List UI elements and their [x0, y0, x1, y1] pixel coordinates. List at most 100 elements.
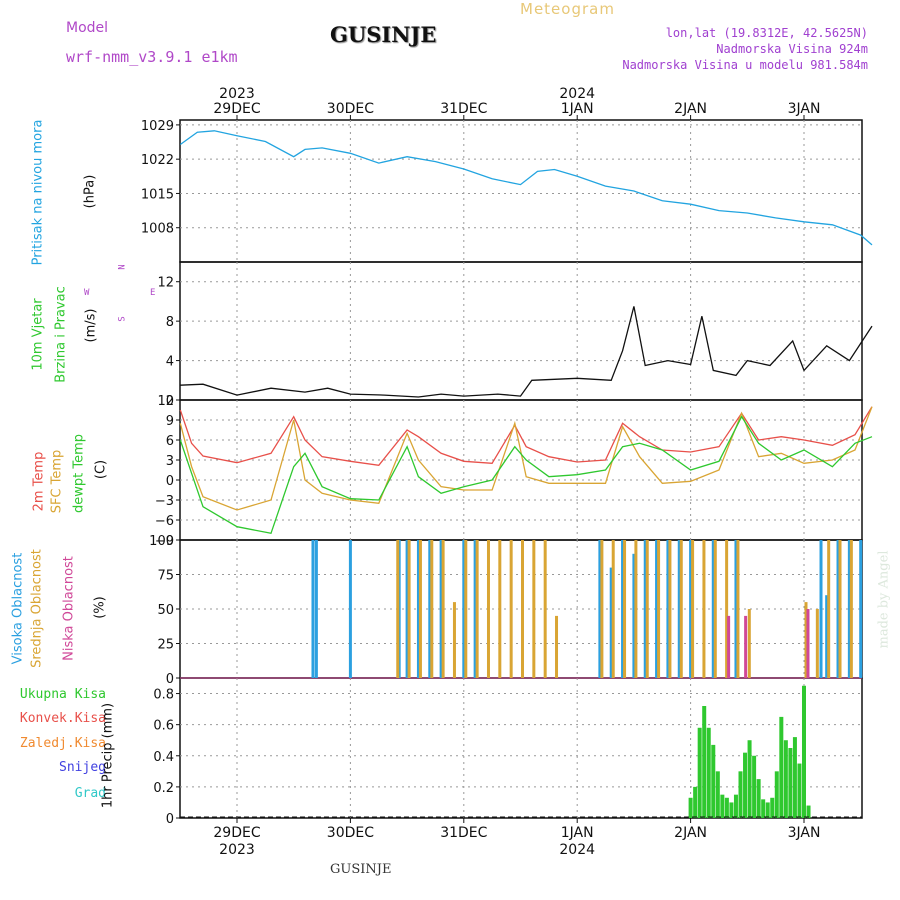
precip-bar: [756, 779, 761, 818]
ytick-label-temp: 3: [166, 454, 174, 469]
precip-bar: [774, 771, 779, 818]
precip-bar: [788, 748, 793, 818]
precip-bar: [729, 802, 734, 818]
precip-bar: [720, 794, 725, 818]
bottom-date-label: 29DEC: [213, 825, 260, 841]
cloud-bar-1: [430, 540, 434, 678]
precip-bar: [802, 685, 806, 818]
bottom-date-label: 30DEC: [327, 825, 374, 841]
panel-frame-temp: [179, 399, 863, 541]
cloud-bar-1: [736, 540, 740, 678]
top-date-label: 3JAN: [788, 101, 821, 117]
ytick-label-pressure: 1022: [141, 153, 174, 168]
precip-bar: [783, 740, 788, 818]
precip-legend-snow: Snijeg: [59, 760, 106, 775]
temp-label-sfc: SFC Temp: [49, 449, 65, 514]
precip-bar: [770, 797, 775, 818]
cloud-bar-1: [827, 540, 831, 678]
precip-legend-hail: Grad: [74, 786, 106, 801]
precip-bar: [797, 763, 802, 818]
bottom-date-label: 1JAN: [561, 825, 594, 841]
station-title: GUSINJE: [330, 22, 437, 47]
precip-bar: [792, 737, 797, 818]
cloud-bar-0: [405, 540, 409, 678]
cloud-bar-1: [713, 540, 717, 678]
cloud-bar-1: [521, 540, 524, 678]
cloud-bar-1: [815, 609, 819, 678]
cloud-bar-1: [498, 540, 502, 678]
ytick-label-temp: −3: [155, 494, 174, 509]
altitude-label: Nadmorska Visina 924m: [716, 42, 868, 56]
compass-n: N: [117, 264, 128, 270]
cloud-bar-0: [677, 540, 681, 678]
pressure-unit: (hPa): [82, 174, 98, 209]
precip-bar: [743, 752, 748, 818]
bottom-date-label: 2JAN: [674, 825, 707, 841]
cloud-bar-0: [666, 540, 670, 678]
cloud-bar-0: [311, 540, 315, 678]
temp-label-2m: 2m Temp: [31, 451, 47, 512]
temp-line-0: [179, 406, 873, 466]
bottom-date-label: 3JAN: [788, 825, 821, 841]
cloud-bar-0: [734, 540, 738, 678]
cloud-bar-0: [314, 540, 318, 678]
axes-layer: 100810151022102904812−9−6−30369120255075…: [141, 86, 821, 858]
cloud-bar-1: [623, 540, 627, 678]
credit-label: made by Angel: [876, 550, 892, 649]
ytick-label-temp: 9: [166, 414, 174, 429]
cloud-bar-0: [462, 540, 466, 678]
cloud-bar-0: [836, 540, 840, 678]
cloud-bar-1: [532, 540, 536, 678]
cloud-bar-1: [691, 540, 695, 678]
cloud-bar-1: [418, 540, 422, 678]
precip-bar: [765, 802, 770, 818]
top-date-label: 2JAN: [674, 101, 707, 117]
ytick-label-temp: −6: [155, 514, 174, 529]
ytick-label-temp: −9: [155, 534, 174, 549]
precip-bar: [711, 744, 716, 818]
model-name: wrf-nmm_v3.9.1 e1km: [66, 48, 238, 66]
cloud-bar-0: [711, 540, 715, 678]
precip-bar: [688, 797, 693, 818]
precip-bar: [752, 755, 757, 818]
cloud-bar-1: [600, 540, 604, 678]
precip-bar: [706, 727, 711, 818]
cloud-bar-1: [441, 540, 445, 678]
compass-s: S: [117, 316, 128, 322]
precip-bar: [806, 805, 811, 818]
wind-label-2: Brzina i Pravac: [53, 286, 69, 383]
ytick-label-wind: 4: [166, 355, 174, 370]
temp-line-1: [179, 406, 873, 511]
cloud-bar-1: [804, 602, 808, 678]
panel-frame-wind: [179, 261, 863, 401]
bottom-year-label: 2023: [219, 842, 255, 858]
cloud-bar-1: [555, 615, 559, 678]
ytick-label-precip: 0: [166, 812, 174, 827]
cloud-bar-1: [634, 540, 638, 678]
compass-w: W: [84, 288, 90, 298]
cloud-unit: (%): [92, 596, 108, 619]
cloud-bar-1: [725, 540, 729, 678]
cloud-bar-2: [806, 609, 810, 678]
precip-bar: [693, 786, 698, 818]
cloud-bar-0: [609, 567, 613, 678]
cloud-label-high: Visoka Oblacnost: [10, 552, 26, 665]
model-altitude-label: Nadmorska Visina u modelu 981.584m: [622, 58, 868, 72]
cloud-label-mid: Srednja Oblacnost: [29, 549, 45, 668]
ytick-label-precip: 0.8: [153, 688, 174, 703]
cloud-bar-1: [464, 540, 468, 678]
ytick-label-cloud: 50: [157, 603, 174, 618]
cloud-bar-0: [428, 540, 432, 678]
cloud-bar-1: [645, 540, 649, 678]
cloud-bar-0: [598, 540, 602, 678]
coords-label: lon,lat (19.8312E, 42.5625N): [665, 26, 868, 40]
cloud-bar-1: [452, 602, 456, 678]
panel-frame-pressure: [179, 119, 863, 263]
cloud-bar-0: [621, 540, 625, 678]
ytick-label-cloud: 0: [166, 672, 174, 687]
precip-bar: [715, 771, 720, 818]
bottom-date-label: 31DEC: [440, 825, 487, 841]
precip-unit: 1hr Precip (mm): [100, 702, 116, 809]
cloud-bar-0: [825, 595, 829, 678]
cloud-bar-1: [509, 540, 513, 678]
